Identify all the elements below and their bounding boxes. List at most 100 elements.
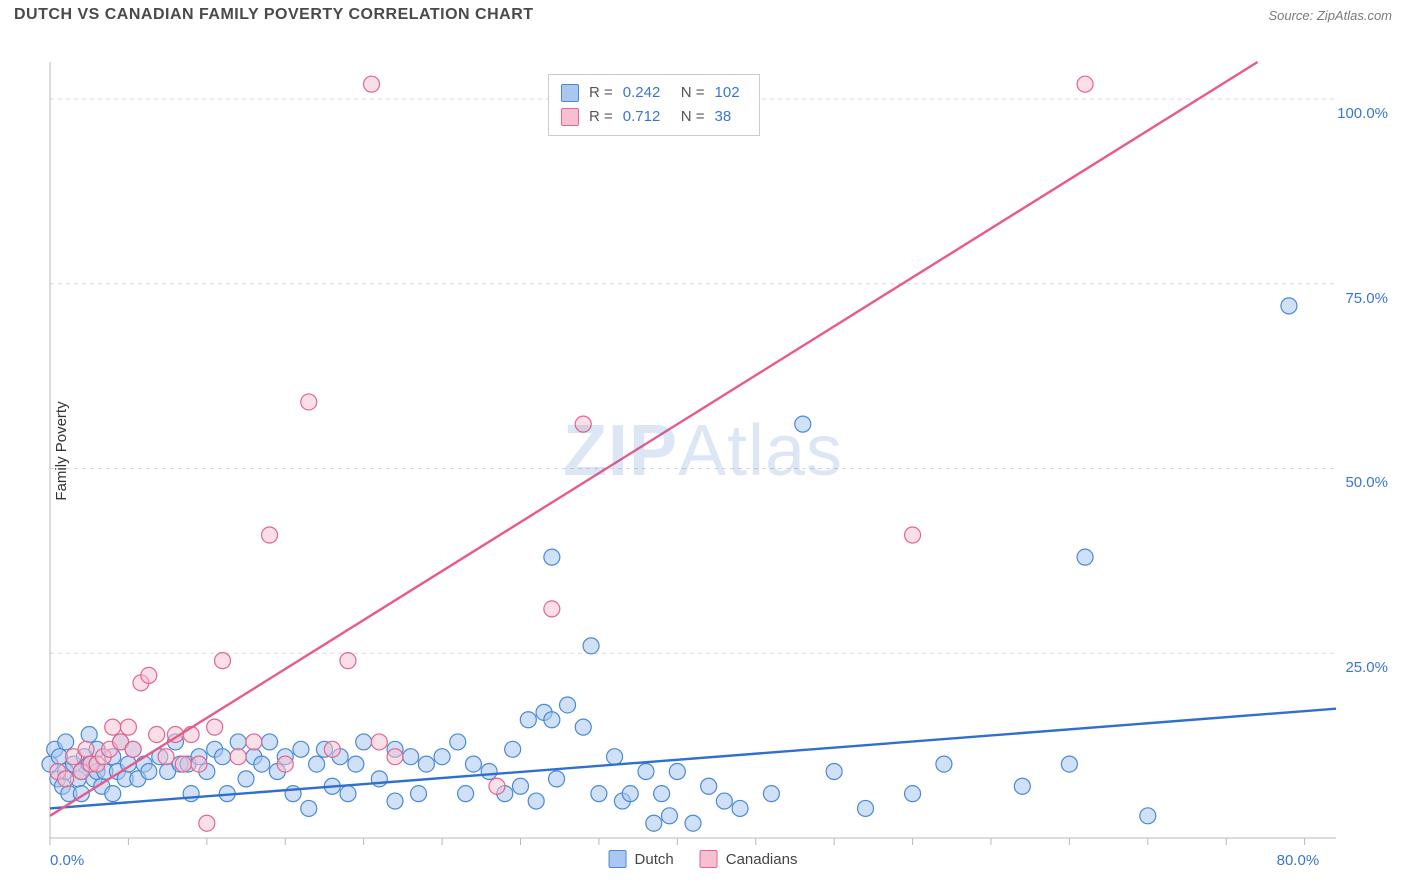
data-point: [58, 771, 74, 787]
data-point: [105, 786, 121, 802]
data-point: [489, 778, 505, 794]
x-tick-label: 0.0%: [50, 852, 84, 869]
data-point: [262, 734, 278, 750]
data-point: [505, 741, 521, 757]
chart-area: Family Poverty ZIPAtlas R =0.242N =102R …: [0, 26, 1406, 876]
data-point: [340, 786, 356, 802]
scatter-plot: [0, 26, 1406, 876]
data-point: [141, 667, 157, 683]
data-point: [1061, 756, 1077, 772]
y-tick-label: 75.0%: [1345, 290, 1388, 307]
legend-swatch: [609, 850, 627, 868]
data-point: [936, 756, 952, 772]
data-point: [701, 778, 717, 794]
data-point: [591, 786, 607, 802]
data-point: [583, 638, 599, 654]
data-point: [387, 749, 403, 765]
data-point: [763, 786, 779, 802]
data-point: [301, 800, 317, 816]
data-point: [356, 734, 372, 750]
data-point: [1077, 76, 1093, 92]
data-point: [549, 771, 565, 787]
n-value: 102: [715, 81, 747, 105]
data-point: [661, 808, 677, 824]
data-point: [1077, 549, 1093, 565]
data-point: [520, 712, 536, 728]
data-point: [262, 527, 278, 543]
y-tick-label: 25.0%: [1345, 659, 1388, 676]
data-point: [638, 763, 654, 779]
series-legend: Dutch Canadians: [609, 850, 798, 868]
series-swatch: [561, 108, 579, 126]
data-point: [277, 756, 293, 772]
data-point: [207, 719, 223, 735]
data-point: [622, 786, 638, 802]
data-point: [340, 653, 356, 669]
data-point: [158, 749, 174, 765]
data-point: [544, 712, 560, 728]
data-point: [175, 756, 191, 772]
data-point: [348, 756, 364, 772]
legend-label: Canadians: [726, 851, 798, 868]
data-point: [434, 749, 450, 765]
legend-swatch: [700, 850, 718, 868]
data-point: [199, 815, 215, 831]
data-point: [58, 734, 74, 750]
stat-row: R = 0.242 N = 102: [561, 81, 747, 105]
data-point: [215, 749, 231, 765]
data-point: [183, 786, 199, 802]
data-point: [230, 734, 246, 750]
r-label: R =: [589, 81, 613, 105]
data-point: [450, 734, 466, 750]
data-point: [81, 727, 97, 743]
legend-item: Dutch: [609, 850, 674, 868]
data-point: [481, 763, 497, 779]
r-value: 0.712: [623, 105, 671, 129]
stat-row: R =0.712N =38: [561, 105, 747, 129]
data-point: [230, 749, 246, 765]
n-value: 38: [715, 105, 747, 129]
data-point: [575, 416, 591, 432]
data-point: [105, 719, 121, 735]
source-label: Source: ZipAtlas.com: [1268, 8, 1392, 23]
data-point: [905, 786, 921, 802]
data-point: [215, 653, 231, 669]
data-point: [141, 763, 157, 779]
data-point: [1140, 808, 1156, 824]
legend-label: Dutch: [635, 851, 674, 868]
data-point: [795, 416, 811, 432]
n-label: N =: [681, 81, 705, 105]
data-point: [685, 815, 701, 831]
trend-line: [50, 62, 1258, 816]
data-point: [544, 549, 560, 565]
data-point: [575, 719, 591, 735]
data-point: [732, 800, 748, 816]
data-point: [1281, 298, 1297, 314]
data-point: [654, 786, 670, 802]
data-point: [387, 793, 403, 809]
data-point: [560, 697, 576, 713]
data-point: [149, 727, 165, 743]
data-point: [544, 601, 560, 617]
data-point: [371, 734, 387, 750]
x-tick-label: 80.0%: [1277, 852, 1320, 869]
chart-title: DUTCH VS CANADIAN FAMILY POVERTY CORRELA…: [14, 6, 534, 24]
data-point: [403, 749, 419, 765]
data-point: [78, 741, 94, 757]
data-point: [512, 778, 528, 794]
data-point: [364, 76, 380, 92]
data-point: [293, 741, 309, 757]
data-point: [646, 815, 662, 831]
r-value: 0.242: [623, 81, 671, 105]
correlation-stats-box: R = 0.242 N = 102R =0.712N =38: [548, 74, 760, 136]
data-point: [826, 763, 842, 779]
data-point: [905, 527, 921, 543]
data-point: [246, 734, 262, 750]
data-point: [301, 394, 317, 410]
data-point: [411, 786, 427, 802]
y-tick-label: 50.0%: [1345, 474, 1388, 491]
data-point: [254, 756, 270, 772]
data-point: [418, 756, 434, 772]
y-axis-title: Family Poverty: [53, 401, 70, 500]
data-point: [191, 756, 207, 772]
